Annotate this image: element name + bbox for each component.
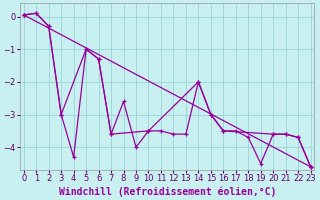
X-axis label: Windchill (Refroidissement éolien,°C): Windchill (Refroidissement éolien,°C) <box>59 186 276 197</box>
